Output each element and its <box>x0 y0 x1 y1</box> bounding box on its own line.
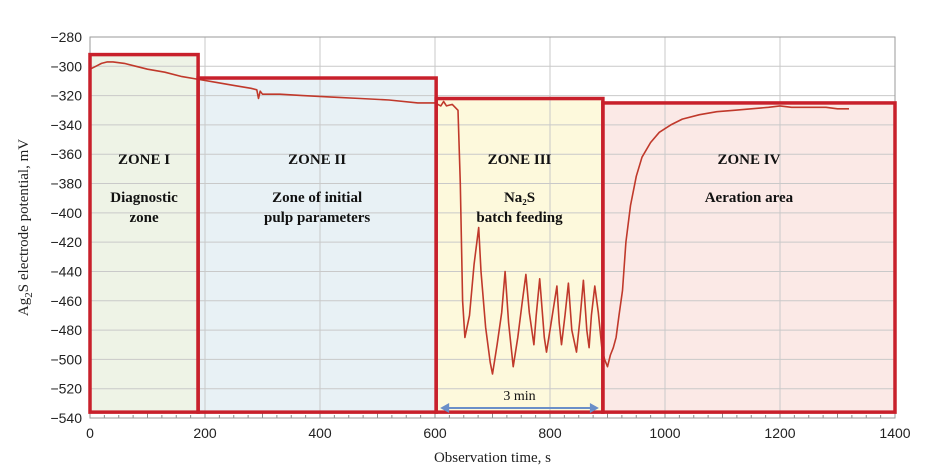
y-tick-label: −280 <box>50 29 82 45</box>
x-tick-label: 800 <box>538 425 562 441</box>
y-tick-label: −460 <box>50 293 82 309</box>
zone-description-line: pulp parameters <box>264 210 370 226</box>
y-tick-label: −360 <box>50 146 82 162</box>
zone-labels: ZONE I Diagnostic zone ZONE II Zone of initi… <box>110 152 793 226</box>
y-axis-label-part-2: S electrode potential, mV <box>16 139 32 292</box>
zone-title: ZONE II <box>288 152 346 168</box>
x-tick-label: 1200 <box>764 425 795 441</box>
series-line <box>89 61 849 375</box>
zone-title: ZONE I <box>118 152 170 168</box>
y-tick-label: −500 <box>50 351 82 367</box>
x-tick-label: 200 <box>193 425 217 441</box>
y-axis-label-subscript: 2 <box>23 292 35 298</box>
y-tick-label: −540 <box>50 410 82 426</box>
zone-title: ZONE IV <box>717 152 780 168</box>
three-min-annotation: 3 min <box>440 389 599 413</box>
y-tick-label: −480 <box>50 322 82 338</box>
y-tick-label: −520 <box>50 381 82 397</box>
x-tick-label: 1400 <box>879 425 910 441</box>
zone-border-4 <box>601 101 897 414</box>
zone-description-line: Zone of initial <box>272 190 362 206</box>
zone-description-line: Diagnostic <box>110 190 178 206</box>
x-axis-label: Observation time, s <box>434 450 551 466</box>
y-tick-label: −300 <box>50 58 82 74</box>
x-tick-label: 400 <box>308 425 332 441</box>
zone-description-line: Aeration area <box>705 190 794 206</box>
grid <box>89 36 896 419</box>
y-tick-label: −440 <box>50 263 82 279</box>
annotation-arrowhead-right <box>589 402 599 413</box>
zone-title: ZONE III <box>488 152 552 168</box>
zone-description-line: Na₂S <box>504 190 535 206</box>
zone-borders <box>88 52 897 414</box>
y-tick-label: −320 <box>50 88 82 104</box>
y-tick-label: −400 <box>50 205 82 221</box>
annotation-label: 3 min <box>503 389 535 404</box>
x-tick-label: 0 <box>86 425 94 441</box>
y-axis-label-part-1: Ag <box>16 297 32 316</box>
y-tick-label: −340 <box>50 117 82 133</box>
x-tick-label: 1000 <box>649 425 680 441</box>
zone-description-line: zone <box>129 210 159 226</box>
series-line-layer <box>89 61 849 375</box>
annotation-arrowhead-left <box>440 402 450 413</box>
zone-description-line: batch feeding <box>476 210 563 226</box>
x-tick-label: 600 <box>423 425 447 441</box>
zone-fills <box>90 54 895 413</box>
tick-labels: −280 −300 −320 −340 −360 −380 −400 −420 −440 −460… <box>50 29 910 441</box>
y-axis-label: Ag2S electrode potential, mV <box>16 139 35 316</box>
y-tick-label: −420 <box>50 234 82 250</box>
zone-fill-1 <box>90 54 199 413</box>
y-tick-label: −380 <box>50 176 82 192</box>
zone-fill-2 <box>198 78 437 413</box>
